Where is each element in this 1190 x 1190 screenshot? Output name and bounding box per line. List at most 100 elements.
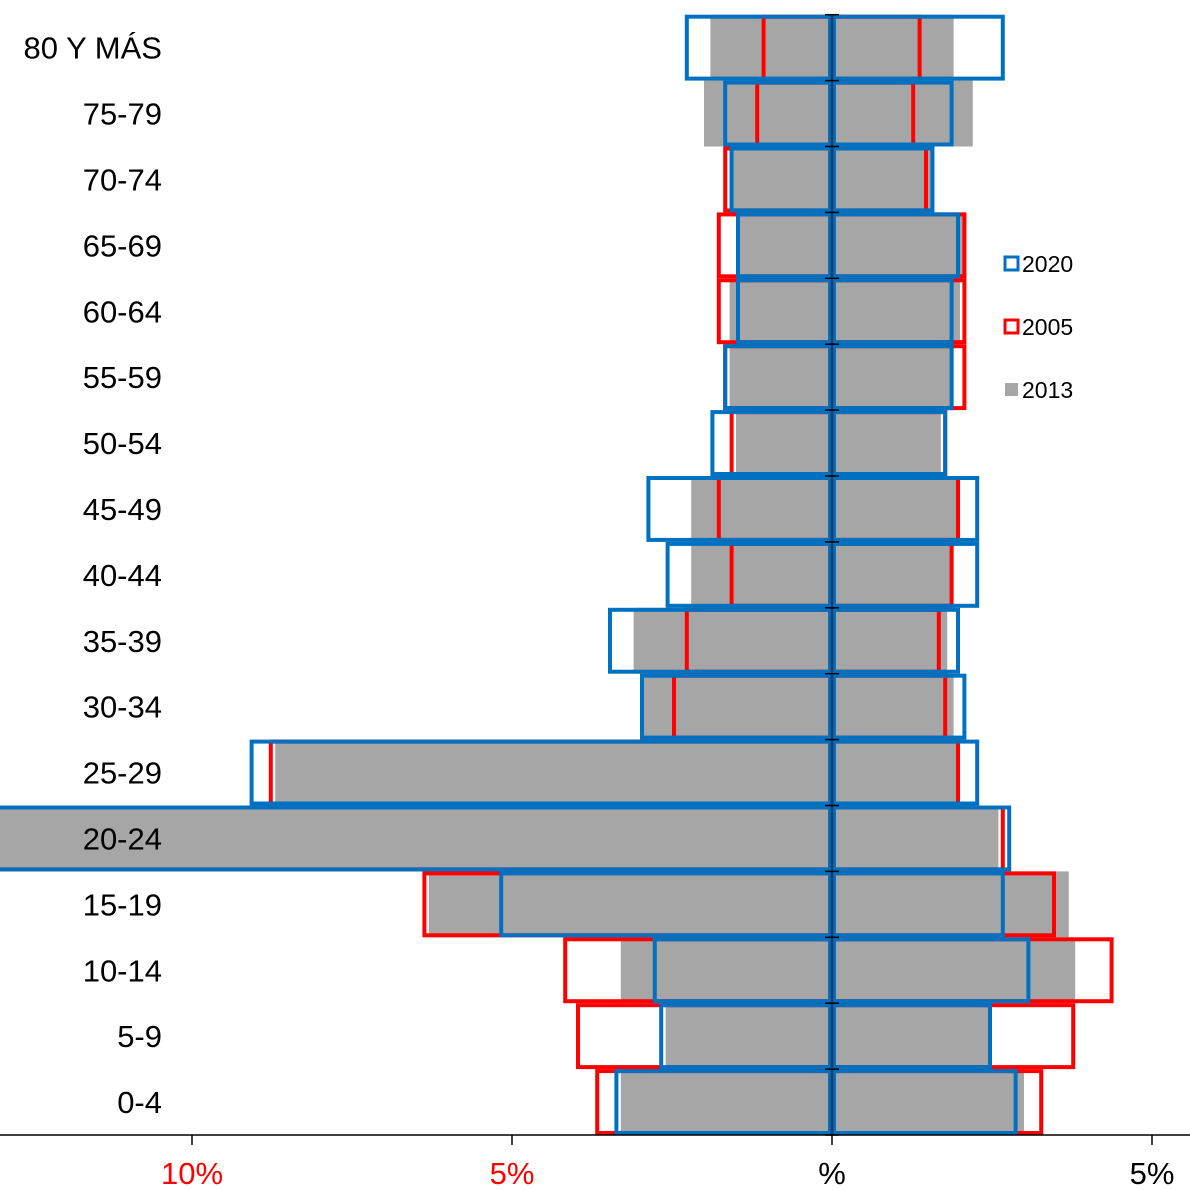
bar-2020-right-70-74 bbox=[832, 146, 935, 213]
bar-2020-left-65-69 bbox=[736, 212, 832, 279]
bar-2020-right-10-14 bbox=[832, 937, 1031, 1004]
bar-2020-right-75-79 bbox=[832, 80, 954, 147]
bar-2020-right-65-69 bbox=[832, 212, 960, 279]
bar-2020-right-80 Y MÁS bbox=[832, 14, 1005, 81]
bar-2013-right-25-29 bbox=[832, 739, 960, 806]
bar-2020-left-50-54 bbox=[710, 410, 833, 477]
legend-swatch-2005 bbox=[1003, 318, 1020, 335]
bar-2013-right-10-14 bbox=[832, 937, 1076, 1004]
category-label: 10-14 bbox=[83, 953, 162, 988]
category-label: 45-49 bbox=[83, 492, 162, 527]
bar-2013-left-5-9 bbox=[665, 1003, 832, 1070]
legend-swatch-2013 bbox=[1005, 383, 1018, 396]
x-tick-label: 5% bbox=[1130, 1156, 1175, 1190]
bar-2013-right-80 Y MÁS bbox=[832, 14, 954, 81]
bar-2013-left-20-24 bbox=[0, 805, 832, 872]
legend: 2020 2005 2013 bbox=[1003, 251, 1073, 403]
x-tick-label: 5% bbox=[490, 1156, 535, 1190]
bar-2013-left-35-39 bbox=[633, 607, 832, 674]
legend-label-2020: 2020 bbox=[1022, 251, 1073, 277]
bar-2020-left-5-9 bbox=[659, 1003, 833, 1070]
bar-2013-right-40-44 bbox=[832, 541, 954, 608]
bar-2020-left-15-19 bbox=[499, 871, 832, 938]
bar-2020-left-80 Y MÁS bbox=[684, 14, 832, 81]
bar-2013-left-10-14 bbox=[620, 937, 832, 1004]
bar-2013-right-0-4 bbox=[832, 1069, 1024, 1135]
category-label: 50-54 bbox=[83, 426, 162, 461]
bar-2020-right-40-44 bbox=[832, 541, 980, 608]
bar-2020-left-75-79 bbox=[723, 80, 833, 147]
bar-2013-left-50-54 bbox=[736, 410, 832, 476]
bar-2013-left-30-34 bbox=[640, 673, 832, 740]
bar-2020-right-60-64 bbox=[832, 278, 954, 345]
bars-layer bbox=[0, 14, 1114, 1135]
bar-2013-left-55-59 bbox=[729, 344, 832, 411]
legend-swatch-2020 bbox=[1003, 255, 1020, 272]
bar-2013-right-45-49 bbox=[832, 476, 960, 542]
category-label: 35-39 bbox=[83, 624, 162, 659]
category-label: 70-74 bbox=[83, 162, 162, 197]
bar-2020-right-50-54 bbox=[832, 410, 948, 477]
bar-2020-right-55-59 bbox=[832, 344, 954, 411]
category-label: 65-69 bbox=[83, 228, 162, 263]
bar-2020-right-25-29 bbox=[832, 739, 980, 806]
x-tick-label: 10% bbox=[161, 1156, 223, 1190]
bar-2013-left-70-74 bbox=[729, 146, 832, 213]
legend-label-2005: 2005 bbox=[1022, 314, 1073, 340]
bar-2020-left-70-74 bbox=[729, 146, 832, 213]
bar-2013-right-55-59 bbox=[832, 344, 954, 411]
bar-2020-left-10-14 bbox=[652, 937, 832, 1004]
category-label: 25-29 bbox=[83, 756, 162, 791]
bar-2013-right-5-9 bbox=[832, 1003, 992, 1070]
bar-2013-right-75-79 bbox=[832, 80, 973, 147]
bar-2013-left-15-19 bbox=[428, 871, 832, 938]
bar-2020-left-55-59 bbox=[723, 344, 833, 411]
bar-2013-right-50-54 bbox=[832, 410, 941, 476]
bar-2013-right-20-24 bbox=[832, 805, 999, 872]
axes-layer bbox=[0, 13, 1190, 1145]
category-label: 0-4 bbox=[117, 1085, 162, 1120]
bar-2020-right-30-34 bbox=[832, 673, 967, 740]
bar-2020-right-20-24 bbox=[832, 805, 1012, 872]
bar-2013-left-65-69 bbox=[736, 212, 832, 279]
bar-2020-left-0-4 bbox=[614, 1069, 833, 1135]
bar-2013-right-65-69 bbox=[832, 212, 967, 279]
category-label: 5-9 bbox=[117, 1019, 162, 1054]
bar-2020-left-35-39 bbox=[608, 607, 832, 674]
bar-2013-left-45-49 bbox=[691, 476, 832, 542]
bar-2013-right-60-64 bbox=[832, 278, 960, 345]
category-label: 75-79 bbox=[83, 97, 162, 132]
category-labels-layer: 0-4 5-9 10-14 15-19 20-24 25-29 30-34 35-39 40-4… bbox=[24, 31, 162, 1120]
bar-2013-right-15-19 bbox=[832, 871, 1069, 938]
bar-2013-left-80 Y MÁS bbox=[710, 14, 832, 81]
bar-2020-right-5-9 bbox=[832, 1003, 992, 1070]
category-label: 30-34 bbox=[83, 690, 162, 725]
bar-2020-right-45-49 bbox=[832, 476, 980, 542]
bar-2013-right-35-39 bbox=[832, 607, 948, 674]
bar-2013-right-70-74 bbox=[832, 146, 935, 213]
bar-2013-right-30-34 bbox=[832, 673, 954, 740]
category-label: 55-59 bbox=[83, 360, 162, 395]
bar-2013-left-0-4 bbox=[620, 1069, 832, 1135]
bar-2013-left-25-29 bbox=[275, 739, 832, 806]
legend-label-2013: 2013 bbox=[1022, 377, 1073, 403]
x-tick-label: % bbox=[818, 1156, 846, 1190]
bar-2020-left-45-49 bbox=[646, 476, 833, 542]
bar-2020-left-60-64 bbox=[736, 278, 832, 345]
category-label: 80 Y MÁS bbox=[24, 31, 162, 66]
category-label: 60-64 bbox=[83, 294, 162, 329]
bar-2013-left-75-79 bbox=[704, 80, 832, 147]
bar-2020-left-40-44 bbox=[665, 541, 832, 608]
bar-2020-right-35-39 bbox=[832, 607, 960, 674]
bar-2020-right-15-19 bbox=[832, 871, 1005, 938]
category-label: 20-24 bbox=[83, 821, 162, 856]
bar-2020-left-30-34 bbox=[640, 673, 832, 740]
bar-2020-left-20-24 bbox=[0, 805, 833, 872]
category-label: 15-19 bbox=[83, 887, 162, 922]
tick-labels-layer: 20%15%10%5%%5%10% bbox=[161, 1156, 1175, 1190]
bar-2020-right-0-4 bbox=[832, 1069, 1018, 1135]
category-label: 40-44 bbox=[83, 558, 162, 593]
bar-2013-left-60-64 bbox=[729, 278, 832, 345]
